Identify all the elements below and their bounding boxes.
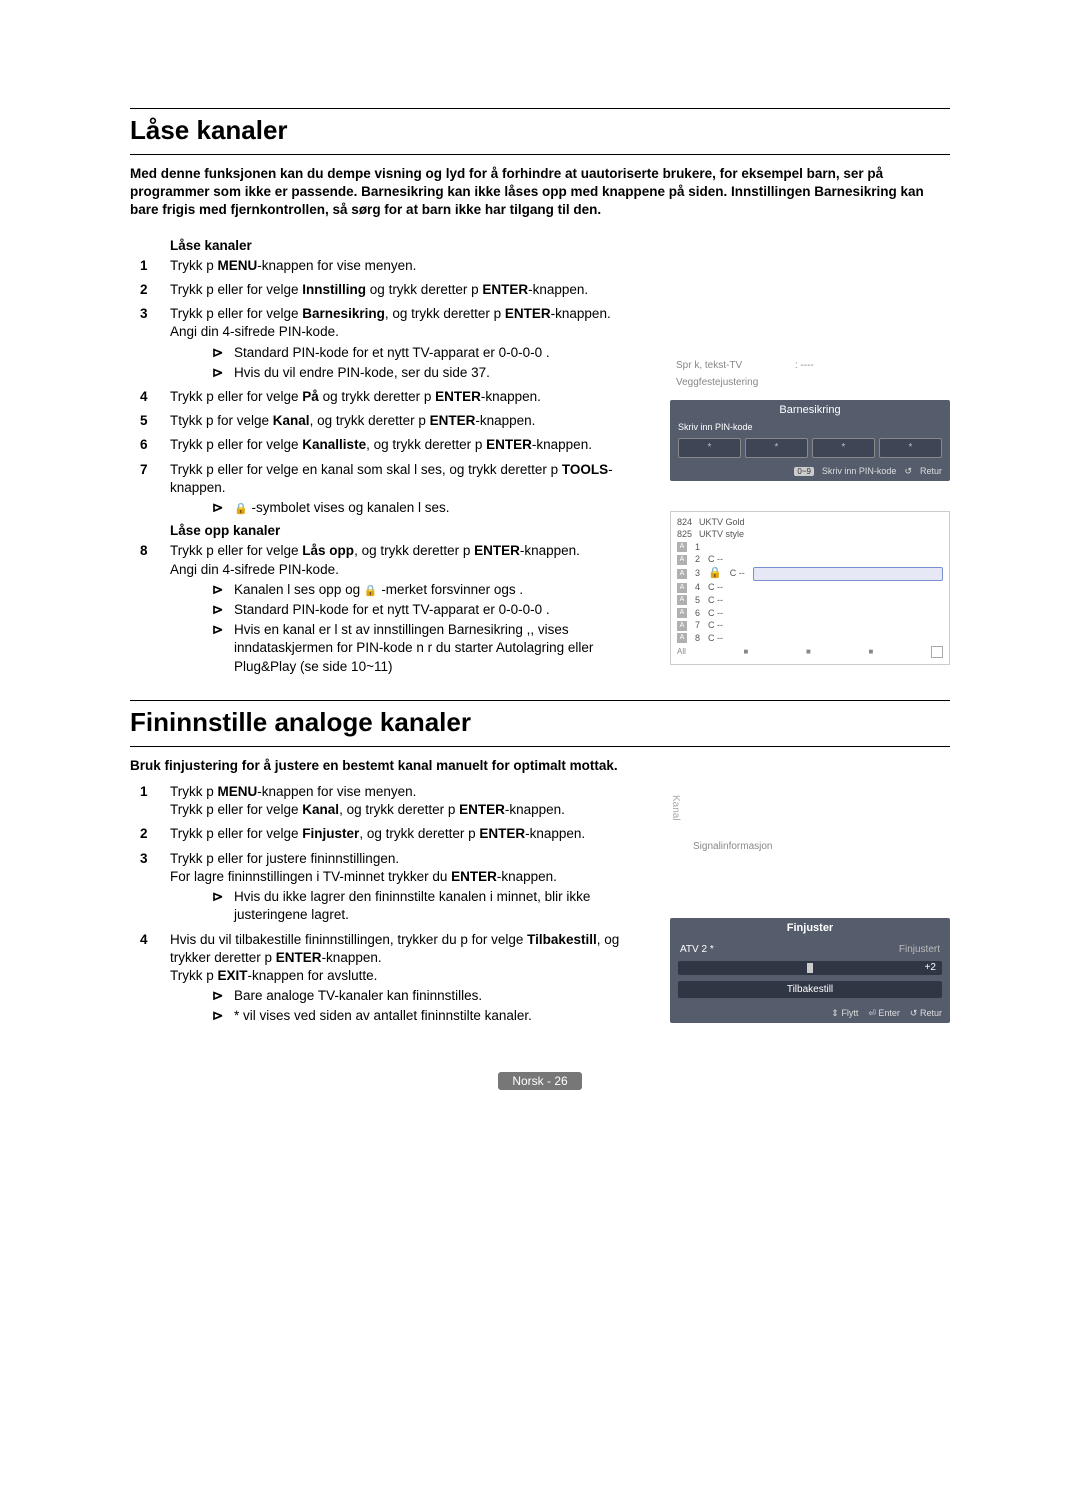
note: * vil vises ved siden av antallet fininn…	[170, 1007, 650, 1025]
note: Bare analoge TV-kanaler kan fininnstille…	[170, 987, 650, 1005]
tune-slider[interactable]: +2	[678, 961, 942, 975]
intro-text: Bruk finjustering for å justere en beste…	[130, 757, 950, 775]
note: Hvis en kanal er l st av innstillingen B…	[170, 621, 650, 676]
step-2: Trykk p eller for velge Finjuster, og tr…	[130, 825, 650, 843]
section-heading: Låse kanaler	[130, 115, 950, 146]
step-3: Trykk p eller for velge Barnesikring, og…	[130, 305, 650, 382]
vertical-label: Kanal	[670, 795, 681, 858]
selected-channel[interactable]	[753, 567, 943, 581]
lock-icon	[708, 566, 722, 581]
page-footer: Norsk - 26	[498, 1072, 581, 1090]
osd-text: Veggfestejustering	[676, 377, 944, 388]
osd-text: Spr k, tekst-TV : ----	[676, 360, 944, 371]
subtitle-unlock: Låse opp kanaler	[170, 523, 650, 538]
osd-title: Finjuster	[670, 918, 950, 938]
section-heading: Fininnstille analoge kanaler	[130, 707, 950, 738]
pin-slot[interactable]: *	[745, 438, 808, 458]
page-icon	[931, 646, 943, 658]
step-6: Trykk p eller for velge Kanalliste, og t…	[130, 436, 650, 454]
pin-slot[interactable]: *	[678, 438, 741, 458]
step-5: Ttykk p for velge Kanal, og trykk derett…	[130, 412, 650, 430]
note: Hvis du ikke lagrer den fininnstilte kan…	[170, 888, 650, 924]
channel-label: ATV 2 *	[680, 944, 714, 955]
channel-list-panel: 824UKTV Gold 825UKTV style A1 A2C -- A3C…	[670, 511, 950, 666]
osd-finetune-panel: Finjuster ATV 2 * Finjustert +2 Tilbakes…	[670, 918, 950, 1023]
slider-value: +2	[925, 961, 936, 975]
enter-icon	[868, 1008, 876, 1018]
step-1: Trykk p MENU-knappen for vise menyen.Try…	[130, 783, 650, 819]
key-badge: 0~9	[794, 467, 814, 476]
osd-pin-panel: Barnesikring Skriv inn PIN-kode * * * * …	[670, 400, 950, 481]
step-4: Trykk p eller for velge På og trykk dere…	[130, 388, 650, 406]
note: -symbolet vises og kanalen l ses.	[170, 499, 650, 517]
osd-title: Barnesikring	[670, 400, 950, 420]
return-icon	[910, 1008, 918, 1018]
step-1: Trykk p MENU-knappen for vise menyen.	[130, 257, 650, 275]
step-4: Hvis du vil tilbakestille fininnstilling…	[130, 931, 650, 1026]
return-icon	[904, 466, 912, 477]
pin-slot[interactable]: *	[879, 438, 942, 458]
note: Hvis du vil endre PIN-kode, ser du side …	[170, 364, 650, 382]
lock-icon	[234, 500, 248, 515]
note: Kanalen l ses opp og -merket forsvinner …	[170, 581, 650, 599]
status-label: Finjustert	[899, 944, 940, 955]
subtitle-lock: Låse kanaler	[170, 238, 650, 253]
note: Standard PIN-kode for et nytt TV-apparat…	[170, 344, 650, 362]
lock-icon	[364, 582, 378, 597]
reset-button[interactable]: Tilbakestill	[678, 981, 942, 998]
pin-slot[interactable]: *	[812, 438, 875, 458]
step-7: Trykk p eller for velge en kanal som ska…	[130, 461, 650, 518]
step-2: Trykk p eller for velge Innstilling og t…	[130, 281, 650, 299]
osd-subtitle: Skriv inn PIN-kode	[670, 420, 950, 434]
step-3: Trykk p eller for justere fininnstilling…	[130, 850, 650, 925]
move-icon	[831, 1008, 839, 1018]
intro-text: Med denne funksjonen kan du dempe visnin…	[130, 165, 950, 220]
step-8: Trykk p eller for velge Lås opp, og tryk…	[130, 542, 650, 676]
signal-info-label: Signalinformasjon	[693, 841, 944, 852]
note: Standard PIN-kode for et nytt TV-apparat…	[170, 601, 650, 619]
